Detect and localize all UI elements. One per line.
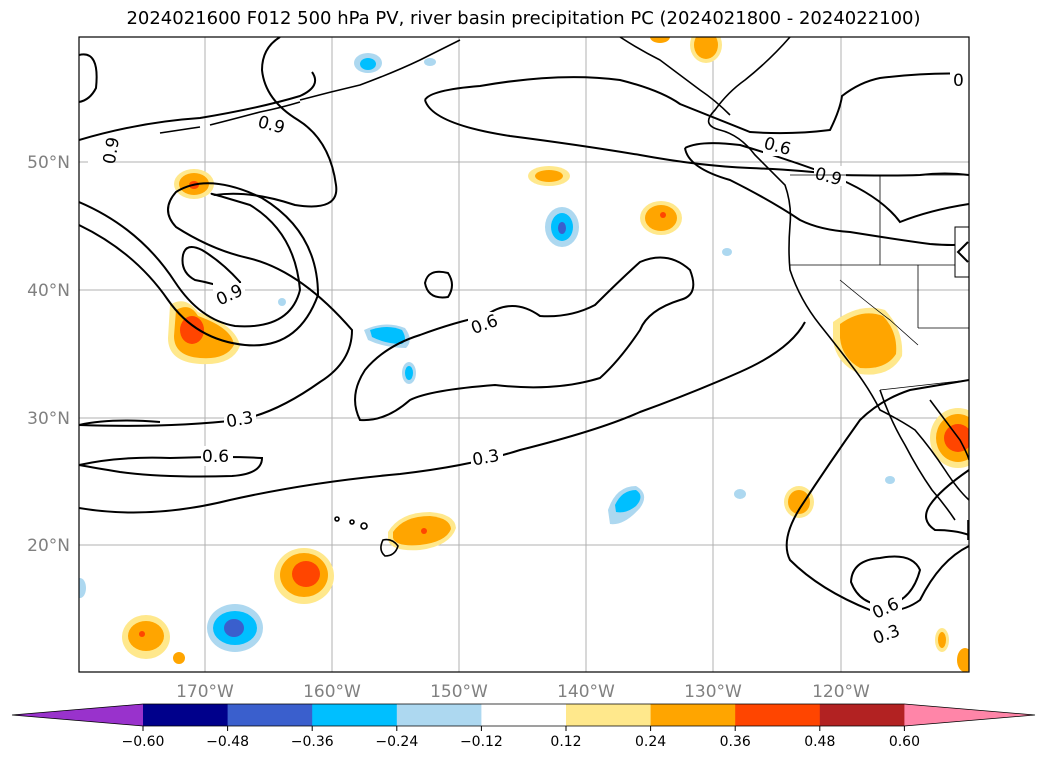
colorbar-tick-label: 0.36 xyxy=(720,734,751,750)
longitude-labels: 170°W 160°W 150°W 140°W 130°W 120°W xyxy=(176,682,870,702)
map-frame xyxy=(78,36,970,673)
precip-blob-pos xyxy=(957,648,969,672)
precip-blob-pos xyxy=(694,37,718,59)
contour-label: 0 xyxy=(953,71,964,91)
colorbar-segment xyxy=(481,704,567,726)
contour-line xyxy=(79,71,316,141)
contour-line xyxy=(424,72,969,135)
precip-blobs xyxy=(79,37,969,672)
colorbar-tick-label: 0.24 xyxy=(635,734,666,750)
precip-blob-pos xyxy=(938,632,946,648)
precip-blob-pos xyxy=(535,170,563,182)
lon-label: 150°W xyxy=(430,682,488,702)
contour-line xyxy=(79,37,338,328)
contour-line xyxy=(79,456,264,478)
contour-line xyxy=(423,270,453,299)
colorbar-tick-label: 0.60 xyxy=(889,734,920,750)
colorbar-tick-label: −0.48 xyxy=(206,734,249,750)
contour-label: 0.6 xyxy=(202,447,229,467)
colorbar-tick-label: −0.12 xyxy=(460,734,503,750)
colorbar-segment xyxy=(566,704,652,726)
colorbar-tick-label: 0.12 xyxy=(550,734,581,750)
country-borders xyxy=(790,174,969,391)
lat-label: 20°N xyxy=(27,536,70,556)
precip-blob-pos xyxy=(645,205,677,231)
precip-blob-pos xyxy=(421,528,427,534)
contour-label: 0.9 xyxy=(100,136,124,166)
precip-blob-neg xyxy=(405,366,413,380)
precip-blob-pos xyxy=(180,316,204,344)
precip-blob-pos xyxy=(139,631,145,637)
contour-line xyxy=(79,419,161,426)
lon-label: 140°W xyxy=(557,682,615,702)
precip-blob-neg xyxy=(734,489,746,499)
precip-blob-pos xyxy=(128,621,164,651)
precip-blob-pos xyxy=(840,313,897,369)
precip-blob-pos xyxy=(650,37,670,43)
colorbar-segment xyxy=(735,704,821,726)
precip-blob-neg xyxy=(885,476,895,484)
colorbar-tick-label: 0.48 xyxy=(804,734,835,750)
colorbar-tick-label: −0.36 xyxy=(291,734,334,750)
lat-label: 50°N xyxy=(27,153,70,173)
contour-labels: 0.9 0.9 0.9 0.9 0.6 0.6 0.6 0.6 0.3 0.3 … xyxy=(88,70,969,649)
precip-blob-neg xyxy=(224,619,244,637)
lon-label: 130°W xyxy=(684,682,742,702)
precip-blob-neg xyxy=(722,248,732,256)
contour-label: 0.3 xyxy=(471,446,501,470)
contour-label: 0.3 xyxy=(225,408,255,432)
contour-line xyxy=(785,379,969,613)
precip-blob-neg xyxy=(424,58,436,66)
contour-line xyxy=(354,256,695,422)
colorbar-extend-min xyxy=(12,704,143,726)
contour-line xyxy=(79,53,98,103)
precip-blob-neg xyxy=(558,222,566,234)
lon-label: 160°W xyxy=(303,682,361,702)
precip-blob-neg xyxy=(360,58,376,70)
precip-blob-neg xyxy=(278,298,286,306)
colorbar-segment xyxy=(143,704,229,726)
precip-blob-neg xyxy=(79,578,86,598)
precip-blob-pos xyxy=(788,490,810,514)
precip-blob-pos xyxy=(660,212,666,218)
colorbar-tick-label: −0.60 xyxy=(122,734,165,750)
colorbar-extend-max xyxy=(904,704,1035,726)
precip-blob-pos xyxy=(173,652,185,664)
colorbar-tick-label: −0.24 xyxy=(375,734,418,750)
map-panel: 0.9 0.9 0.9 0.9 0.6 0.6 0.6 0.6 0.3 0.3 … xyxy=(79,37,969,672)
coastlines xyxy=(159,37,969,540)
colorbar-segment xyxy=(396,704,482,726)
precip-blob-neg xyxy=(370,327,405,344)
precip-blob-pos xyxy=(292,561,320,587)
latitude-labels: 50°N 40°N 30°N 20°N xyxy=(27,153,70,556)
colorbar: −0.60 −0.48 −0.36 −0.24 −0.12 0.12 0.24 0.36 0.4… xyxy=(11,703,1036,750)
map-title: 2024021600 F012 500 hPa PV, river basin … xyxy=(126,8,921,29)
colorbar-segment xyxy=(227,704,313,726)
lat-label: 40°N xyxy=(27,281,70,301)
colorbar-segment xyxy=(650,704,736,726)
islands xyxy=(334,516,399,557)
contour-line xyxy=(79,182,354,427)
contour-line xyxy=(925,469,969,536)
colorbar-segment xyxy=(819,704,905,726)
lat-label: 30°N xyxy=(27,409,70,429)
colorbar-segment xyxy=(312,704,398,726)
contour-line xyxy=(684,147,969,246)
lon-label: 120°W xyxy=(812,682,870,702)
precip-blob-neg xyxy=(615,490,641,513)
lon-label: 170°W xyxy=(176,682,234,702)
